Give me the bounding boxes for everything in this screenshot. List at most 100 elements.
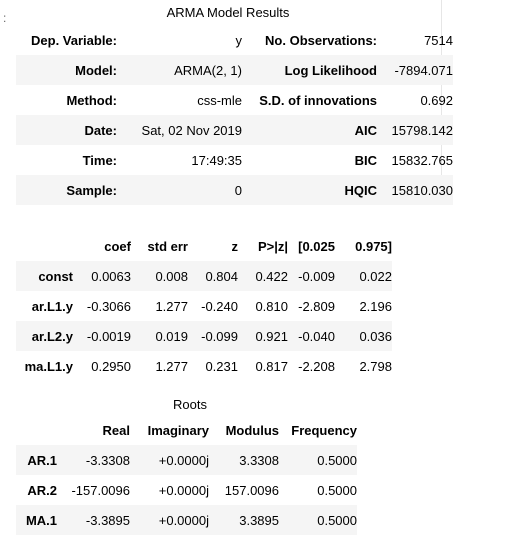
roots-title: Roots	[173, 397, 207, 412]
table-cell: -0.0019	[73, 321, 131, 351]
table-cell: 0.5000	[279, 445, 357, 475]
summary-label: AIC	[242, 115, 377, 145]
table-row: Model: ARMA(2, 1) Log Likelihood -7894.0…	[16, 55, 453, 85]
table-row: Date: Sat, 02 Nov 2019 AIC 15798.142	[16, 115, 453, 145]
table-cell: 0.0063	[73, 261, 131, 291]
table-cell: 2.798	[359, 358, 392, 374]
table-row: ar.L1.y -0.3066 1.277 -0.240 0.810 -2.80…	[16, 291, 392, 321]
table-cell: 0.5000	[317, 482, 357, 498]
table-cell: 0.817	[255, 358, 288, 374]
table-row: Sample: 0 HQIC 15810.030	[16, 175, 453, 205]
column-header	[16, 231, 73, 261]
table-row: MA.1 -3.3895 +0.0000j 3.3895 0.5000	[16, 505, 357, 535]
table-row: ma.L1.y 0.2950 1.277 0.231 0.817 -2.208 …	[16, 351, 392, 381]
table-cell: 0.022	[335, 261, 392, 291]
table-cell: 157.0096	[224, 482, 279, 498]
table-cell: -2.809	[298, 298, 335, 314]
table-cell: +0.0000j	[130, 445, 209, 475]
table-header-row: Real Imaginary Modulus Frequency	[16, 415, 357, 445]
table-cell: 0.008	[131, 261, 188, 291]
table-cell: 3.3308	[209, 445, 279, 475]
table-cell: 1.277	[155, 298, 188, 314]
table-cell: +0.0000j	[158, 482, 209, 498]
table-cell: 0.921	[238, 321, 288, 351]
row-label: MA.1	[16, 505, 57, 535]
row-label: ar.L2.y	[16, 321, 73, 351]
table-cell: 0.810	[255, 298, 288, 314]
table-cell: 2.196	[359, 298, 392, 314]
table-cell: -3.3895	[57, 505, 130, 535]
table-cell: -157.0096	[71, 482, 130, 498]
table-row: Method: css-mle S.D. of innovations 0.69…	[16, 85, 453, 115]
summary-value: 17:49:35	[191, 152, 242, 168]
summary-label: HQIC	[242, 175, 377, 205]
table-cell: -3.3308	[57, 445, 130, 475]
column-header: P>|z|	[257, 238, 288, 254]
summary-value: 0	[117, 175, 242, 205]
row-label: AR.1	[16, 445, 57, 475]
column-header: z	[231, 238, 239, 254]
summary-label: Log Likelihood	[242, 55, 377, 85]
summary-label: BIC	[354, 152, 377, 168]
table-cell: -0.040	[288, 321, 335, 351]
table-cell: -0.240	[201, 298, 238, 314]
table-cell: 0.2950	[91, 358, 131, 374]
column-header: Modulus	[225, 422, 279, 438]
summary-value: 7514	[424, 32, 453, 48]
table-header-row: coef std err z P>|z| [0.025 0.975]	[16, 231, 392, 261]
summary-value: css-mle	[197, 92, 242, 108]
summary-table: Dep. Variable: y No. Observations: 7514 …	[16, 25, 453, 205]
column-header: 0.975]	[355, 238, 392, 254]
table-cell: 0.5000	[279, 505, 357, 535]
summary-value: 15810.030	[377, 175, 453, 205]
row-label: ar.L1.y	[31, 298, 73, 314]
summary-label: Date:	[16, 115, 117, 145]
summary-value: Sat, 02 Nov 2019	[117, 115, 242, 145]
table-row: AR.1 -3.3308 +0.0000j 3.3308 0.5000	[16, 445, 357, 475]
summary-value: 15798.142	[377, 115, 453, 145]
table-cell: -0.009	[288, 261, 335, 291]
column-header: Real	[102, 422, 130, 438]
table-cell: 0.231	[205, 358, 238, 374]
table-row: ar.L2.y -0.0019 0.019 -0.099 0.921 -0.04…	[16, 321, 392, 351]
column-header: std err	[147, 238, 188, 254]
summary-label: S.D. of innovations	[259, 92, 377, 108]
row-label: AR.2	[27, 482, 57, 498]
table-cell: -0.3066	[86, 298, 131, 314]
column-header: Imaginary	[147, 422, 209, 438]
table-row: AR.2 -157.0096 +0.0000j 157.0096 0.5000	[16, 475, 357, 505]
row-label: const	[16, 261, 73, 291]
summary-value: y	[235, 32, 243, 48]
table-row: Time: 17:49:35 BIC 15832.765	[16, 145, 453, 175]
column-header: [0.025	[298, 238, 335, 254]
summary-label: Method:	[66, 92, 117, 108]
summary-label: Sample:	[16, 175, 117, 205]
roots-table: Real Imaginary Modulus Frequency AR.1 -3…	[16, 415, 357, 535]
table-cell: 0.036	[335, 321, 392, 351]
summary-label: Dep. Variable:	[31, 32, 117, 48]
summary-value: 15832.765	[391, 152, 453, 168]
table-cell: 0.804	[188, 261, 238, 291]
coef-table: coef std err z P>|z| [0.025 0.975] const…	[16, 231, 392, 381]
summary-value: ARMA(2, 1)	[117, 55, 242, 85]
table-cell: 0.019	[131, 321, 188, 351]
column-header: Frequency	[291, 422, 357, 438]
table-cell: -2.208	[298, 358, 335, 374]
summary-label: Time:	[82, 152, 117, 168]
column-header: coef	[104, 238, 131, 254]
cell-prompt-marker: :	[3, 11, 7, 25]
summary-label: Model:	[16, 55, 117, 85]
table-cell: 1.277	[155, 358, 188, 374]
table-row: Dep. Variable: y No. Observations: 7514	[16, 25, 453, 55]
row-label: ma.L1.y	[24, 358, 73, 374]
column-header	[16, 415, 57, 445]
summary-label: No. Observations:	[265, 32, 377, 48]
output-divider	[441, 0, 442, 205]
summary-title: ARMA Model Results	[166, 5, 290, 20]
summary-value: -7894.071	[377, 55, 453, 85]
table-row: const 0.0063 0.008 0.804 0.422 -0.009 0.…	[16, 261, 392, 291]
table-cell: 0.422	[238, 261, 288, 291]
table-cell: -0.099	[188, 321, 238, 351]
table-cell: +0.0000j	[130, 505, 209, 535]
summary-value: 0.692	[420, 92, 453, 108]
